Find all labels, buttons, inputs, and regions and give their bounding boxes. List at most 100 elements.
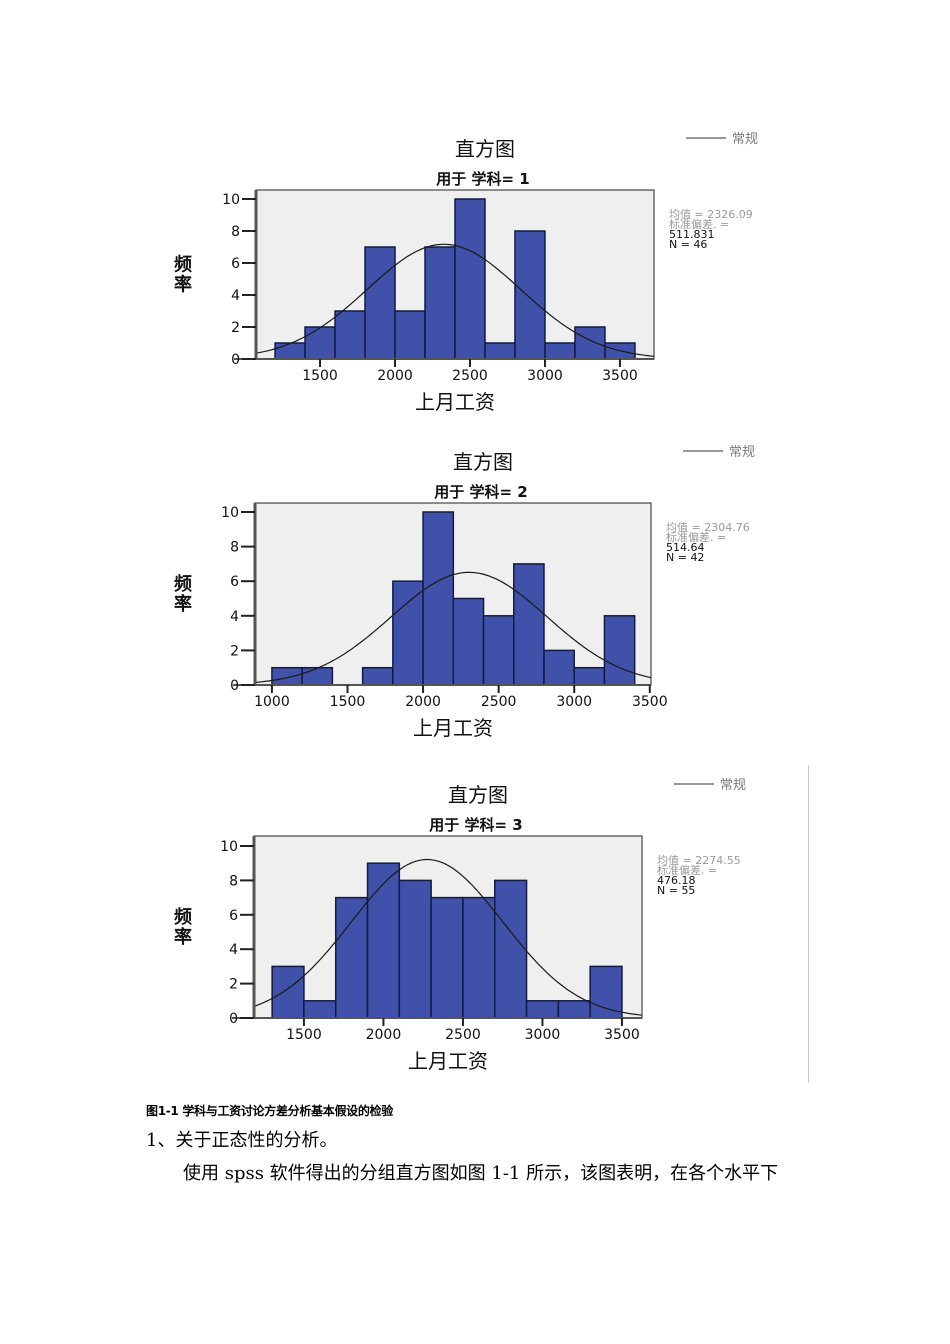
- y-tick-label: 4: [230, 609, 239, 625]
- y-tick-label: 2: [230, 643, 239, 659]
- stats-line: 标准偏差. =: [666, 530, 726, 544]
- histogram-bar: [364, 246, 396, 360]
- histogram-bar: [513, 563, 545, 686]
- x-tick-label: 3500: [602, 368, 638, 384]
- histogram-bar: [392, 580, 424, 686]
- histogram-bar: [271, 666, 303, 686]
- histogram-bar: [544, 342, 576, 360]
- chart-title: 直方图: [455, 137, 515, 161]
- y-axis-label: 率: [174, 926, 192, 948]
- x-tick-label: 2500: [452, 368, 488, 384]
- y-axis-label: 率: [174, 274, 192, 296]
- stats-line: N = 55: [657, 884, 695, 897]
- histogram-bar: [603, 615, 636, 686]
- histogram-bar: [334, 896, 369, 1019]
- histogram-bar: [303, 1000, 337, 1019]
- histogram-bar: [424, 246, 456, 360]
- histogram-bar: [484, 342, 516, 360]
- x-axis-label: 上月工资: [415, 390, 495, 414]
- chart-title: 直方图: [453, 450, 513, 474]
- histogram-bar: [557, 1000, 591, 1019]
- stats-line: 514.64: [666, 541, 705, 554]
- y-tick-label: 8: [229, 873, 238, 889]
- x-tick-label: 2500: [445, 1027, 481, 1043]
- histogram-bar: [304, 326, 336, 360]
- stats-line: N = 42: [666, 551, 704, 564]
- histogram-bar: [334, 310, 366, 360]
- stats-line: 均值 = 2304.76: [666, 521, 750, 534]
- figure-caption: 图1-1 学科与工资讨论方差分析基本假设的检验: [146, 1104, 393, 1118]
- x-tick-label: 2000: [377, 368, 413, 384]
- y-axis-label: 频: [174, 573, 192, 595]
- histogram-bar: [494, 879, 528, 1019]
- histogram-bar: [394, 310, 426, 360]
- y-tick-label: 6: [229, 908, 238, 924]
- y-tick-label: 6: [230, 574, 239, 590]
- histogram-bar: [366, 862, 401, 1019]
- x-tick-label: 1500: [330, 694, 366, 710]
- x-axis-label: 上月工资: [413, 716, 493, 740]
- x-tick-label: 3000: [525, 1027, 561, 1043]
- histogram-bar: [271, 965, 305, 1019]
- x-tick-label: 3500: [632, 694, 668, 710]
- histogram-bar: [430, 896, 464, 1019]
- stats-line: 标准偏差. =: [657, 863, 717, 877]
- histogram-bar: [573, 666, 606, 686]
- x-tick-label: 2500: [481, 694, 517, 710]
- normal-curve: [253, 858, 643, 1016]
- y-tick-label: 6: [231, 256, 240, 272]
- stats-line: N = 46: [669, 238, 707, 251]
- x-tick-label: 1000: [254, 694, 290, 710]
- y-tick-label: 0: [230, 678, 239, 694]
- y-axis-label: 率: [174, 593, 192, 615]
- y-axis-label: 频: [174, 906, 192, 928]
- y-axis-label: 频: [174, 254, 192, 276]
- histogram-bar: [462, 896, 496, 1019]
- histogram-bar: [422, 511, 455, 686]
- chart-subtitle: 用于 学科= 2: [434, 483, 527, 501]
- x-tick-label: 3000: [527, 368, 563, 384]
- y-tick-label: 10: [222, 192, 240, 208]
- y-tick-label: 8: [231, 224, 240, 240]
- section-heading: 1、关于正态性的分析。: [146, 1130, 338, 1151]
- y-tick-label: 8: [230, 540, 239, 556]
- x-tick-label: 1500: [286, 1027, 322, 1043]
- legend-label: 常规: [729, 445, 755, 460]
- histogram-bar: [525, 1000, 560, 1019]
- histogram-bar: [482, 615, 515, 686]
- histogram-bar: [514, 230, 546, 360]
- y-tick-label: 10: [220, 839, 238, 855]
- histogram-bar: [398, 879, 432, 1019]
- x-tick-label: 2000: [405, 694, 441, 710]
- stats-line: 511.831: [669, 228, 715, 241]
- x-tick-label: 3500: [604, 1027, 640, 1043]
- chart-title: 直方图: [448, 783, 508, 807]
- legend-label: 常规: [732, 132, 758, 147]
- y-tick-label: 0: [231, 352, 240, 368]
- page-divider-line: [808, 765, 809, 1083]
- y-tick-label: 2: [231, 320, 240, 336]
- histogram-bar: [274, 342, 306, 360]
- histogram-bar: [361, 666, 394, 686]
- y-tick-label: 4: [229, 942, 238, 958]
- x-axis-label: 上月工资: [408, 1049, 488, 1073]
- normal-curve: [255, 243, 655, 357]
- histogram-bar: [543, 649, 575, 686]
- stats-line: 均值 = 2326.09: [669, 208, 753, 221]
- y-tick-label: 4: [231, 288, 240, 304]
- histogram-bar: [454, 198, 486, 360]
- legend-label: 常规: [720, 778, 746, 793]
- stats-line: 476.18: [657, 874, 696, 887]
- y-tick-label: 10: [221, 505, 239, 521]
- chart-subtitle: 用于 学科= 3: [429, 816, 522, 834]
- histogram-bar: [452, 597, 485, 686]
- histogram-bar: [301, 666, 334, 686]
- y-tick-label: 0: [229, 1011, 238, 1027]
- normal-curve: [254, 571, 652, 684]
- histogram-bar: [574, 326, 606, 360]
- chart-subtitle: 用于 学科= 1: [436, 170, 529, 188]
- x-tick-label: 2000: [366, 1027, 402, 1043]
- x-tick-label: 3000: [556, 694, 592, 710]
